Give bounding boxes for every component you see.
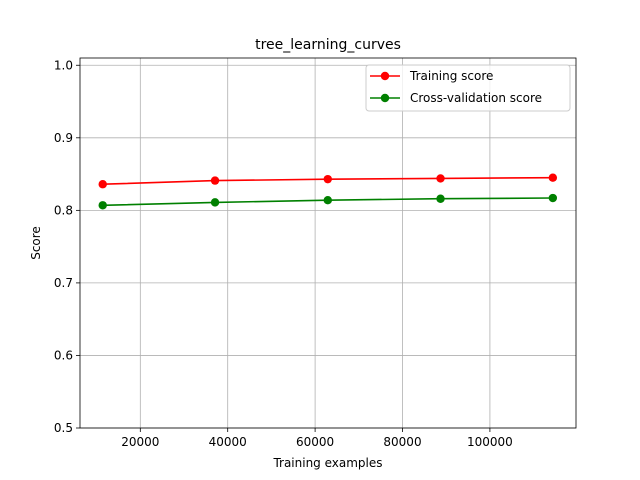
training-score-point <box>98 180 107 189</box>
x-tick-label: 60000 <box>296 435 334 449</box>
y-tick-label: 0.9 <box>54 131 73 145</box>
cross-validation-score-point <box>436 194 445 203</box>
cross-validation-score-point <box>323 195 332 205</box>
y-tick-label: 0.8 <box>54 203 73 217</box>
legend-items: Training score Cross-validation score <box>370 69 542 105</box>
y-tick-label: 0.6 <box>54 348 73 362</box>
y-tick-label: 0.7 <box>54 276 73 290</box>
x-axis-label: Training examples <box>272 456 382 470</box>
legend-label-training-score: Training score <box>409 69 493 83</box>
training-score-point <box>436 174 445 183</box>
cross-validation-score-point <box>98 201 107 210</box>
y-tick-label: 1.0 <box>54 58 73 72</box>
training-score-point <box>323 174 332 184</box>
x-tick-label: 80000 <box>383 435 421 449</box>
legend-label-cross-validation-score: Cross-validation score <box>410 91 542 105</box>
tick-layer: 20000 40000 60000 80000 100000 0.5 0.6 0.7 0.8 0.… <box>54 58 513 449</box>
x-tick-label: 40000 <box>209 435 247 449</box>
cross-validation-score-point <box>548 193 558 203</box>
y-tick-label: 0.5 <box>54 421 73 435</box>
legend: Training score Cross-validation score <box>365 64 571 112</box>
series-layer <box>98 173 558 210</box>
legend-marker-training-score <box>380 71 390 81</box>
plot-frame <box>79 57 577 429</box>
training-score-point <box>548 173 558 182</box>
x-tick-label: 100000 <box>467 435 513 449</box>
cross-validation-score-point <box>210 198 220 207</box>
training-score-point <box>210 176 220 185</box>
legend-marker-cross-validation-score <box>380 93 390 103</box>
legend-box <box>365 64 571 112</box>
y-axis-label: Score <box>29 226 43 260</box>
x-tick-label: 20000 <box>121 435 159 449</box>
chart-title: tree_learning_curves <box>255 37 401 53</box>
